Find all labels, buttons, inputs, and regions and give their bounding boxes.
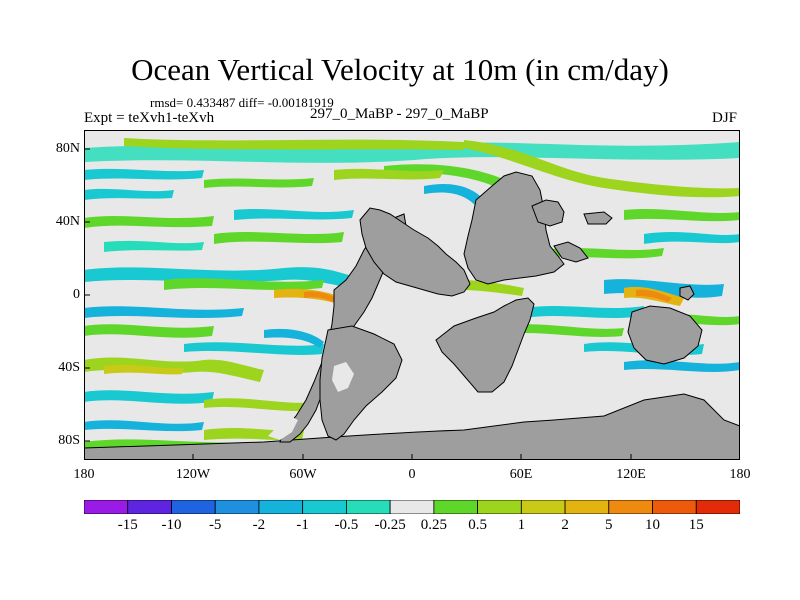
- colorbar-swatch: [695, 500, 740, 514]
- colorbar-label: -15: [117, 517, 138, 533]
- colorbar-label: 1: [517, 517, 526, 533]
- lat-tick-40n: 40N: [55, 214, 80, 229]
- land-south-america: [319, 325, 403, 441]
- colorbar-swatch: [302, 500, 347, 514]
- colorbar-label: 2: [561, 517, 569, 533]
- ocean-velocity-map: [84, 130, 740, 460]
- field-patch: [644, 232, 740, 244]
- field-patch: [304, 291, 336, 302]
- colorbar-swatch: [171, 500, 216, 514]
- field-patch: [234, 209, 354, 220]
- land-asia: [463, 171, 565, 285]
- colorbar-swatch: [433, 500, 479, 514]
- field-patch: [204, 398, 314, 411]
- colorbar-swatch: [84, 500, 129, 514]
- field-patch: [104, 240, 204, 252]
- land-antarctica: [84, 393, 740, 460]
- colorbar-swatch: [652, 500, 697, 514]
- land-island: [583, 211, 613, 225]
- colorbar-label: -5: [208, 517, 222, 533]
- field-patch: [524, 306, 644, 318]
- colorbar: [84, 500, 740, 514]
- field-patch: [424, 183, 484, 206]
- colorbar-swatch: [214, 500, 260, 514]
- field-patch: [264, 328, 324, 348]
- lon-tick-60e: 60E: [509, 467, 533, 482]
- colorbar-label: 5: [605, 517, 613, 533]
- field-patch: [84, 324, 214, 338]
- field-patch: [164, 278, 324, 290]
- colorbar-label: -10: [161, 517, 182, 533]
- field-patch: [84, 188, 174, 200]
- colorbar-label: 10: [645, 517, 661, 533]
- colorbar-swatch: [608, 500, 653, 514]
- field-patch: [214, 232, 344, 244]
- colorbar-label: 15: [688, 517, 704, 533]
- field-patch: [268, 416, 298, 440]
- field-patch: [84, 216, 214, 228]
- field-patch: [204, 178, 314, 188]
- colorbar-labels: -15 -10 -5 -2 -1 -0.5 -0.25 0.25 0.5 1 2 5 10 15: [0, 517, 800, 537]
- lon-tick-120e: 120E: [616, 467, 646, 482]
- colorbar-label: -0.5: [334, 517, 359, 533]
- colorbar-swatch: [345, 500, 391, 514]
- lat-tick-80s: 80S: [58, 433, 80, 448]
- lon-tick-180e: 180: [729, 467, 751, 482]
- field-patch: [84, 390, 214, 404]
- lat-tick-40s: 40S: [58, 360, 80, 375]
- colorbar-label: 0.25: [420, 517, 447, 533]
- lat-tick-0: 0: [73, 287, 80, 302]
- season-label: DJF: [712, 110, 738, 126]
- plot-title: Ocean Vertical Velocity at 10m (in cm/da…: [131, 52, 669, 87]
- lon-tick-120w: 120W: [175, 467, 211, 482]
- land-africa: [435, 297, 535, 393]
- field-patch: [334, 168, 444, 180]
- colorbar-label: -2: [252, 517, 266, 533]
- field-patch: [624, 360, 740, 372]
- colorbar-swatch: [127, 500, 172, 514]
- field-patch: [84, 306, 244, 318]
- land-australia: [627, 305, 703, 365]
- rmsd-diff-stats: rmsd= 0.433487 diff= -0.00181919: [150, 95, 334, 110]
- lon-tick-60w: 60W: [289, 467, 317, 482]
- field-patch: [464, 140, 740, 198]
- field-patch: [504, 324, 624, 337]
- land-island: [679, 285, 695, 301]
- field-patch: [332, 362, 354, 392]
- colorbar-label: -1: [296, 517, 309, 533]
- colorbar-swatch: [477, 500, 522, 514]
- run-comparison-label: 297_0_MaBP - 297_0_MaBP: [310, 106, 489, 122]
- lon-tick-0: 0: [408, 467, 416, 482]
- experiment-label: Expt = teXvh1-teXvh: [84, 110, 215, 126]
- field-patch: [636, 289, 672, 302]
- lat-tick-80n: 80N: [55, 141, 80, 156]
- map-ticks: [84, 148, 632, 460]
- colorbar-swatch: [520, 500, 566, 514]
- colorbar-swatch: [389, 500, 435, 514]
- field-patch: [84, 420, 204, 432]
- field-patch: [624, 209, 740, 222]
- field-patch: [84, 267, 364, 290]
- land-north-america: [359, 207, 471, 297]
- colorbar-swatch: [258, 500, 304, 514]
- colorbar-swatch: [564, 500, 610, 514]
- field-patch: [124, 138, 464, 150]
- land-greenland: [531, 199, 565, 227]
- field-patch: [104, 364, 184, 375]
- lon-tick-180w: 180: [73, 467, 95, 482]
- colorbar-label: 0.5: [468, 517, 487, 533]
- land-island: [553, 241, 589, 263]
- colorbar-label: -0.25: [374, 517, 406, 533]
- field-patch: [184, 342, 324, 355]
- field-patch: [84, 168, 204, 180]
